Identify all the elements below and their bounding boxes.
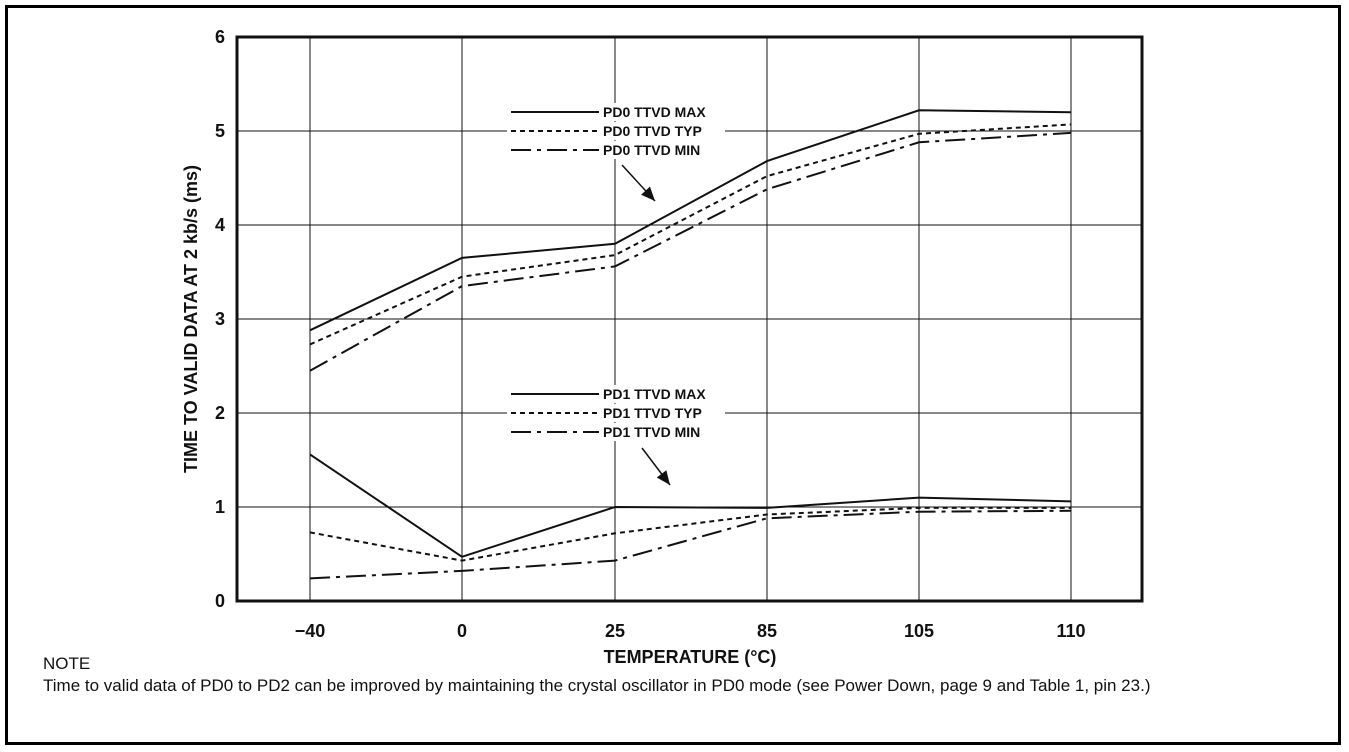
x-axis-ticks: −40 0 25 85 105 110 xyxy=(295,621,1086,641)
x-tick-label: 110 xyxy=(1056,621,1085,641)
legend-label: PD0 TTVD MIN xyxy=(603,142,700,158)
x-tick-label: 105 xyxy=(904,621,934,641)
series-pd0-ttvd-typ xyxy=(309,123,1072,346)
grid xyxy=(237,36,1142,602)
legend-label: PD1 TTVD TYP xyxy=(603,405,702,421)
series-pd1-ttvd-min xyxy=(309,509,1072,580)
legend-label: PD0 TTVD MAX xyxy=(603,104,706,120)
legend-backdrop xyxy=(507,103,725,121)
arrow-head xyxy=(641,186,655,201)
legend-backdrop xyxy=(507,122,725,140)
y-tick-label: 6 xyxy=(215,27,225,47)
note-label: NOTE xyxy=(43,654,91,673)
y-tick-label: 0 xyxy=(215,591,225,611)
x-tick-label: 0 xyxy=(457,621,467,641)
y-tick-label: 5 xyxy=(215,121,225,141)
legend-label: PD1 TTVD MAX xyxy=(603,386,706,402)
arrow-head xyxy=(656,470,670,485)
figure-frame xyxy=(5,5,1341,745)
y-tick-label: 3 xyxy=(215,309,225,329)
legend-backdrop xyxy=(507,404,725,422)
note-text: Time to valid data of PD0 to PD2 can be … xyxy=(43,676,1151,695)
y-axis-title: TIME TO VALID DATA AT 2 kb/s (ms) xyxy=(181,165,201,473)
x-tick-label: 25 xyxy=(605,621,625,641)
x-axis-title: TEMPERATURE (°C) xyxy=(604,647,777,667)
y-tick-label: 2 xyxy=(215,403,225,423)
x-tick-label: 85 xyxy=(757,621,777,641)
legend-arrows xyxy=(621,164,671,486)
series-pd1-ttvd-typ xyxy=(309,506,1071,562)
legend-backdrop xyxy=(507,141,725,159)
series-pd1-ttvd-max xyxy=(309,453,1072,558)
y-tick-label: 1 xyxy=(215,497,225,517)
legend-backdrop xyxy=(507,423,725,441)
legend-label: PD0 TTVD TYP xyxy=(603,123,702,139)
series-pd0-ttvd-min xyxy=(309,131,1072,372)
y-axis-ticks: 0 1 2 3 4 5 6 xyxy=(215,27,225,611)
legends: PD0 TTVD MAX PD0 TTVD TYP PD0 TTVD MIN PD1 … xyxy=(507,103,725,441)
legend-label: PD1 TTVD MIN xyxy=(603,424,700,440)
x-tick-label: −40 xyxy=(295,621,326,641)
series-lines xyxy=(309,109,1072,580)
legend-backdrop xyxy=(507,385,725,403)
series-pd0-ttvd-max xyxy=(309,109,1072,332)
plot-area xyxy=(235,35,1144,603)
y-tick-label: 4 xyxy=(215,215,225,235)
